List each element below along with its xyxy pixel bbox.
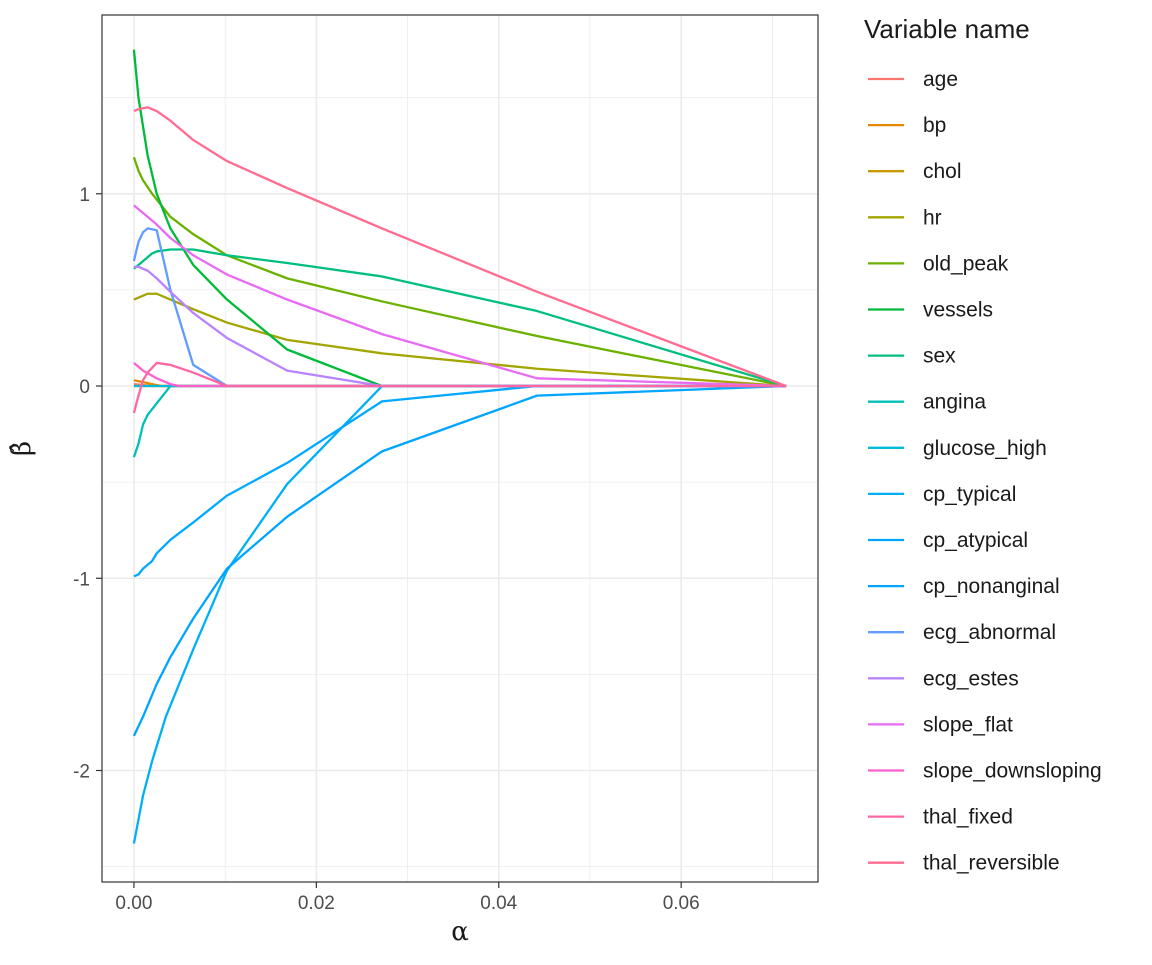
legend-item-thal-reversible: thal_reversible [868,852,1060,875]
x-tick-label: 0.00 [115,893,152,914]
series-line-thal-fixed [132,361,787,414]
x-axis-title: α [451,917,469,947]
legend-item-slope-downsloping: slope_downsloping [868,760,1102,783]
legend-label: thal_reversible [923,852,1060,875]
legend-item-ecg-abnormal: ecg_abnormal [868,621,1056,644]
legend-item-slope-flat: slope_flat [868,713,1013,736]
series-line-thal-reversible [133,106,787,388]
legend-item-hr: hr [868,206,942,229]
legend-item-thal-fixed: thal_fixed [868,806,1013,829]
legend-label: cp_typical [923,483,1016,506]
legend-label: sex [923,345,956,368]
legend-item-vessels: vessels [868,299,993,322]
y-tick-label: 1 [79,185,90,206]
legend-label: slope_flat [923,713,1013,736]
series-line-ecg-estes [133,265,787,388]
legend-label: cp_atypical [923,529,1028,552]
grid-layer [102,15,818,882]
series-layer [132,49,787,844]
legend: Variable name age bp chol hr old_peakvessels… [864,14,1102,875]
series-line-old-peak [132,156,787,388]
series-line-sex [133,248,787,388]
legend-label: glucose_high [923,437,1047,460]
legend-label: age [923,68,958,91]
legend-label: chol [923,160,962,183]
legend-label: ecg_estes [923,667,1019,690]
series-line-cp-typical [132,384,787,844]
plot-panel [102,15,818,882]
series-line-cp-nonanginal [133,384,787,578]
legend-label: vessels [923,299,993,322]
legend-label: bp [923,114,946,137]
panel-border [101,14,819,883]
legend-item-cp-nonanginal: cp_nonanginal [868,575,1060,598]
legend-item-bp: bp [868,114,946,137]
legend-title: Variable name [864,14,1030,44]
legend-label: slope_downsloping [923,760,1102,783]
legend-label: angina [923,391,986,414]
legend-label: hr [923,206,942,229]
series-line-cp-atypical [132,384,787,737]
x-tick-label: 0.04 [480,893,517,914]
legend-item-old-peak: old_peak [868,252,1009,275]
legend-item-glucose-high: glucose_high [868,437,1047,460]
series-line-slope-flat [133,204,787,388]
x-tick-label: 0.06 [663,893,700,914]
legend-label: cp_nonanginal [923,575,1060,598]
y-axis-title: β̂ [7,441,37,456]
legend-label: old_peak [923,252,1009,275]
legend-item-chol: chol [868,160,962,183]
legend-item-sex: sex [868,345,956,368]
legend-item-cp-typical: cp_typical [868,483,1016,506]
y-tick-label: 0 [79,377,90,398]
axis-layer: 0.00 0.02 0.04 0.06 -2 -1 0 1 [73,185,700,914]
legend-label: thal_fixed [923,806,1013,829]
series-line-ecg-abnormal [132,227,787,388]
legend-label: ecg_abnormal [923,621,1056,644]
x-tick-label: 0.02 [298,893,335,914]
y-tick-label: -1 [73,569,90,590]
legend-item-angina: angina [868,391,986,414]
series-line-hr [133,292,787,388]
legend-item-age: age [868,68,958,91]
y-tick-label: -2 [73,762,90,783]
legend-item-cp-atypical: cp_atypical [868,529,1028,552]
legend-item-ecg-estes: ecg_estes [868,667,1019,690]
